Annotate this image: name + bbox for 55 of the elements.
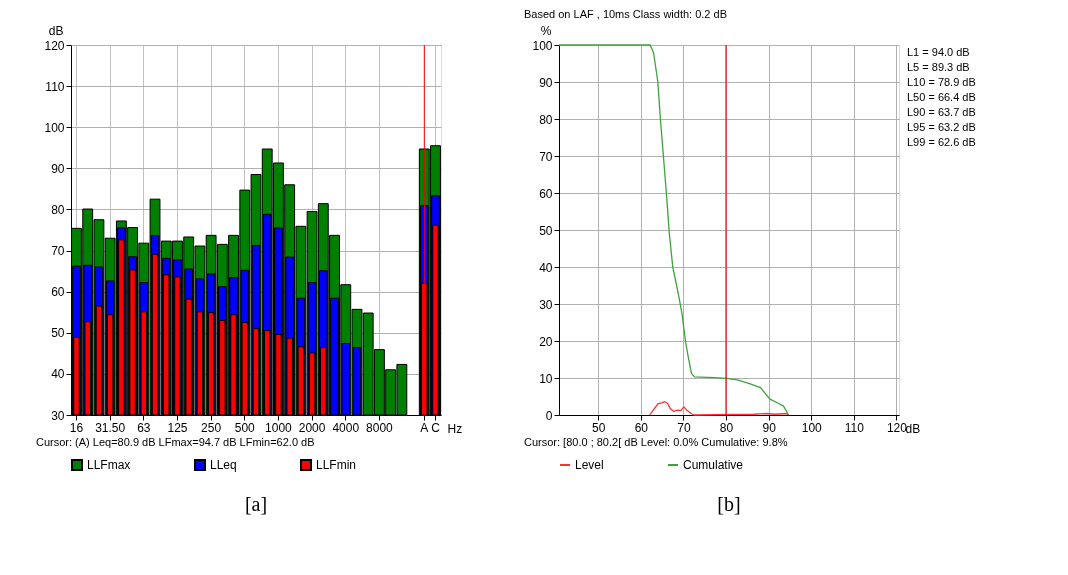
y-tick-label: 80 [539,112,553,127]
legend-label: Level [575,458,604,472]
y-tick-label: 90 [539,75,553,90]
y-tick-label: 80 [51,202,65,217]
y-tick-label: 60 [51,285,65,300]
y-tick-label: 30 [51,408,65,423]
x-tick-label: 250 [201,420,222,435]
x-tick-label: 70 [677,420,691,435]
y-tick-label: 70 [539,149,553,164]
text: [a] [244,493,268,515]
x-tick-label: 1000 [265,420,293,435]
text: Cursor: [80.0 ; 80.2[ dB Level: 0.0% Cumulative: 9.8% [524,436,788,448]
x-tick-label: 16 [69,420,84,435]
y-tick-label: 120 [44,38,65,53]
x-tick-label: 4000 [332,420,360,435]
y-tick-label: 100 [532,38,553,53]
legend-label: LLeq [210,458,237,472]
x-tick-label: 110 [844,420,865,435]
y-tick-label: 50 [51,326,65,341]
legend-label: LLFmax [87,458,131,472]
x-tick-label: 8000 [366,420,394,435]
y-axis-title: dB [48,23,64,38]
x-tick-label: 80 [719,420,734,435]
y-tick-label: 100 [44,120,65,135]
x-tick-label: 100 [801,420,823,435]
x-tick-label: C [431,420,441,435]
x-tick-label: 90 [762,420,777,435]
x-tick-label: 125 [167,420,188,435]
legend-label: Cumulative [683,458,744,472]
y-tick-label: 10 [539,371,553,386]
x-tick-label: 31.50 [95,420,126,435]
x-tick-label: 2000 [298,420,326,435]
text: Cursor: (A) Leq=80.9 dB LFmax=94.7 dB LFmin=62.0 dB [36,436,315,448]
legend-label: LLFmin [316,458,357,472]
y-tick-label: 20 [539,334,553,349]
text: L1 = 94.0 dB L5 = 89.3 dB L10 = 78.9 dB L50 = 66.4 dB L90 = 63.7 dB L95 = 63.2 dB L99 = 62.6 dB [907,46,976,148]
x-axis-title: dB [905,421,921,436]
text: [b] [717,493,741,515]
y-tick-label: 70 [51,244,65,259]
y-tick-label: 0 [545,408,553,423]
y-tick-label: 60 [539,186,553,201]
y-tick-label: 30 [539,297,553,312]
x-tick-label: 500 [234,420,256,435]
y-axis-title: % [540,23,552,38]
x-tick-label: 50 [592,420,606,435]
y-tick-label: 110 [45,79,65,94]
y-tick-label: 50 [539,223,553,238]
y-tick-label: 90 [51,161,65,176]
y-tick-label: 40 [51,367,65,382]
y-tick-label: 40 [539,260,553,275]
x-axis-title: Hz [447,421,463,436]
x-tick-label: A [420,420,429,435]
chart-title: Based on LAF , 10ms Class width: 0.2 dB [524,8,727,20]
x-tick-label: 60 [634,420,649,435]
x-tick-label: 63 [137,420,151,435]
